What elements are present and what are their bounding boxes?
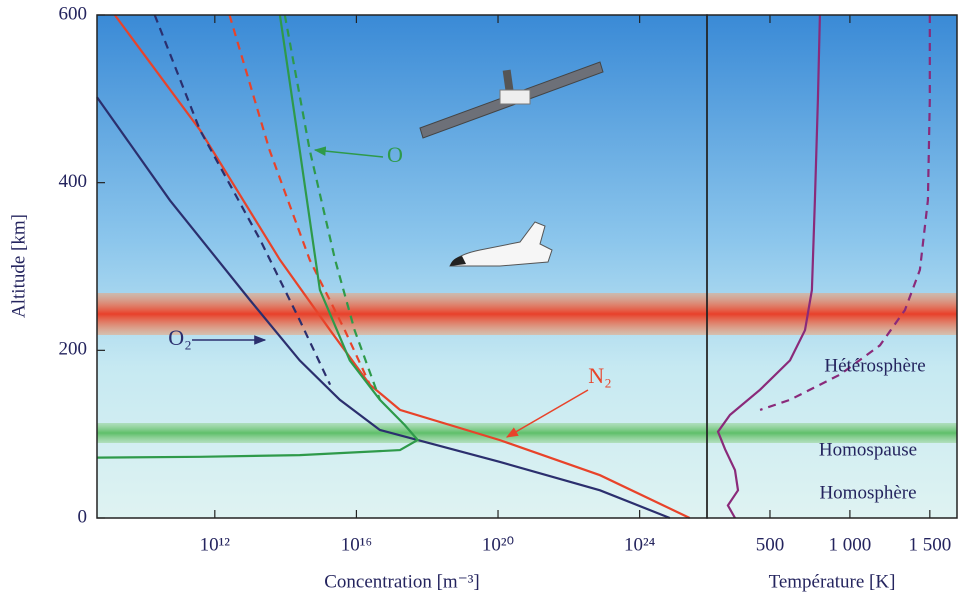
label-arrow xyxy=(313,146,384,158)
y-tick-label: 0 xyxy=(78,506,88,527)
x-tick-label: 1 000 xyxy=(829,534,872,555)
x-tick-label: 10²⁰ xyxy=(482,534,514,555)
region-label: Homosphère xyxy=(819,482,916,503)
x-tick-label: 500 xyxy=(756,534,785,555)
x-tick-label: 10²⁴ xyxy=(624,534,656,555)
profile-line xyxy=(228,14,371,386)
y-axis-title: Altitude [km] xyxy=(8,214,29,318)
red-band xyxy=(97,293,957,335)
x-axis-title: Concentration [m⁻³] xyxy=(324,571,480,592)
region-label: Homospause xyxy=(819,439,917,460)
x-tick-label: 1 500 xyxy=(908,534,951,555)
line-label: N₂ xyxy=(588,363,612,388)
temperature-panel: 500 1 000 1 500 Hétérosphère Homospause Homos… xyxy=(716,14,951,555)
x-tick-label: 10¹⁶ xyxy=(341,534,372,555)
shuttle xyxy=(449,221,553,267)
profile-line xyxy=(283,14,381,401)
plot-frame xyxy=(706,14,958,519)
concentration-panel: 10¹² 10¹⁶ 10²⁰ 10²⁴ 0 200 400 600 N₂ O₂ O xyxy=(59,3,691,555)
y-tick-label: 400 xyxy=(59,171,88,192)
line-label: O₂ xyxy=(168,325,192,350)
profile-line xyxy=(96,14,420,459)
profile-line xyxy=(759,15,931,411)
line-label: O xyxy=(387,142,403,167)
x-tick-label: 10¹² xyxy=(200,534,231,555)
profile-line xyxy=(716,14,821,519)
profile-line xyxy=(96,96,671,520)
label-arrow xyxy=(505,389,589,438)
green-band xyxy=(97,423,957,443)
x-axis-title: Température [K] xyxy=(769,571,896,592)
y-tick-label: 200 xyxy=(59,339,88,360)
region-label: Hétérosphère xyxy=(824,355,925,376)
satellite xyxy=(419,61,604,139)
y-tick-label: 600 xyxy=(59,3,88,24)
